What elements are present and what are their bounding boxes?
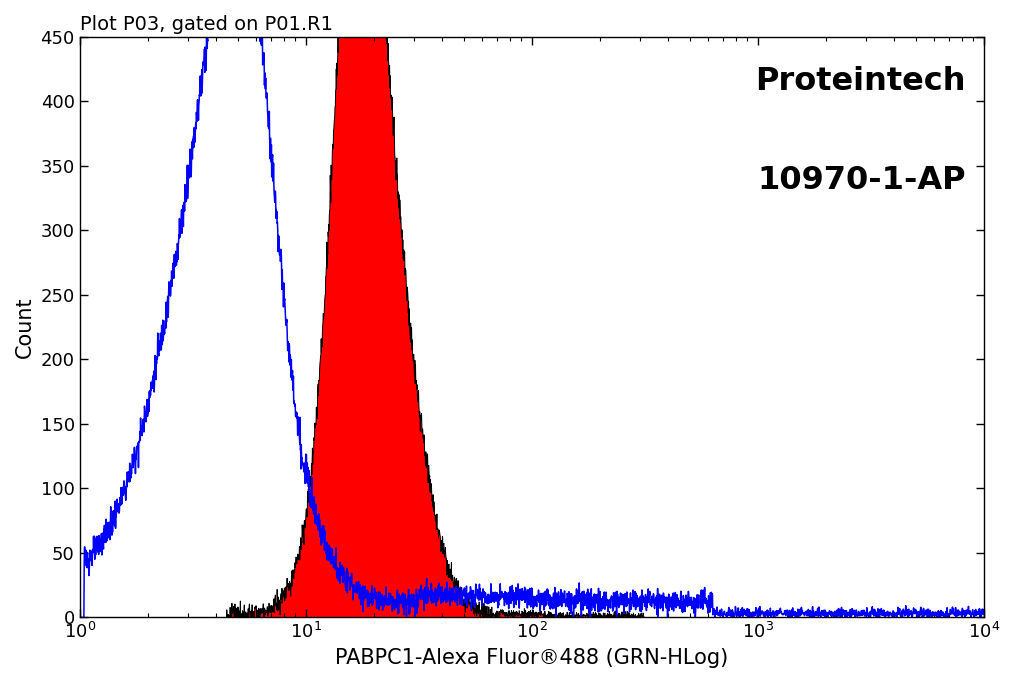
Text: Proteintech: Proteintech [755,66,965,97]
Y-axis label: Count: Count [15,296,35,358]
Text: Plot P03, gated on P01.R1: Plot P03, gated on P01.R1 [79,15,333,34]
Text: 10970-1-AP: 10970-1-AP [757,165,965,195]
X-axis label: PABPC1-Alexa Fluor®488 (GRN-HLog): PABPC1-Alexa Fluor®488 (GRN-HLog) [335,648,729,668]
